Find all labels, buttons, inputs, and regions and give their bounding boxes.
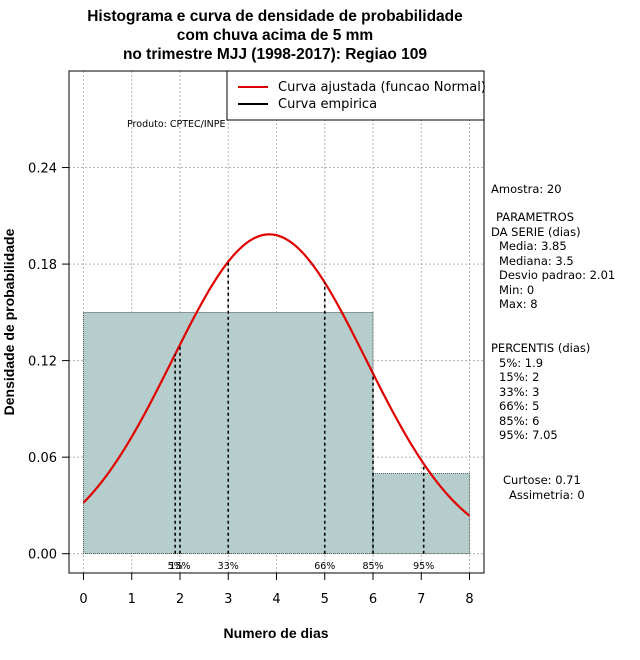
chart-title-line-2: com chuva acima de 5 mm [177,27,373,44]
percentile-label-6: 95% [413,561,434,572]
sample-size: Amostra: 20 [491,182,562,196]
x-axis-title: Numero de dias [223,625,328,641]
y-axis: 0.00 0.06 0.12 0.18 0.24 [28,162,70,563]
x-tick-label: 1 [128,592,136,607]
credit-text: Produto: CPTEC/INPE [127,119,226,130]
x-tick-label: 5 [321,592,329,607]
skewness: Assimetria: 0 [509,488,585,502]
param-max: Max: 8 [499,297,538,311]
y-tick-label: 0.24 [28,162,57,177]
y-tick-label: 0.06 [28,451,57,466]
percentil-66: 66%: 5 [499,399,539,413]
param-median: Mediana: 3.5 [499,254,574,268]
x-tick-label: 3 [224,592,232,607]
percentis-heading: PERCENTIS (dias) [491,341,590,355]
percentile-lines: 5%15% 33% 66% 85% 95% [168,261,434,572]
normal-fit-curve [82,233,471,517]
params-heading-2: DA SERIE (dias) [491,225,581,239]
y-tick-label: 0.12 [28,355,57,370]
percentile-label-1: 5% [168,561,183,572]
percentil-33: 33%: 3 [499,385,539,399]
x-tick-label: 7 [417,592,425,607]
percentile-label-2: 15% [169,561,190,572]
x-axis: 0 1 2 3 4 5 6 7 8 [79,572,474,607]
kurtosis: Curtose: 0.71 [503,473,581,487]
percentil-15: 15%: 2 [499,370,539,384]
histogram-bar-2 [372,472,470,554]
percentile-label-3: 33% [218,561,239,572]
chart-title-line-1: Histograma e curva de densidade de proba… [87,8,463,25]
histogram-bars [83,312,470,554]
legend-box [226,70,485,121]
percentil-95: 95%: 7.05 [499,428,558,442]
stats-panel: Amostra: 20 PARAMETROS DA SERIE (dias) M… [491,182,615,502]
params-heading-1: PARAMETROS [496,210,574,224]
x-tick-label: 8 [465,592,473,607]
x-tick-label: 0 [79,592,87,607]
param-sd: Desvio padrao: 2.01 [499,268,615,282]
chart-title-line-3: no trimestre MJJ (1998-2017): Regiao 109 [123,46,427,63]
x-tick-label: 2 [176,592,184,607]
param-min: Min: 0 [499,283,534,297]
param-mean: Media: 3.85 [499,239,567,253]
percentil-5: 5%: 1.9 [499,356,543,370]
x-tick-label: 6 [369,592,377,607]
percentil-85: 85%: 6 [499,414,539,428]
x-tick-label: 4 [272,592,280,607]
legend: Curva ajustada (funcao Normal) Curva emp… [226,70,486,121]
percentile-label-4: 66% [314,561,335,572]
legend-label-normal: Curva ajustada (funcao Normal) [278,80,486,95]
legend-label-empirical: Curva empirica [278,97,377,112]
normal-curve [82,233,471,517]
percentile-label-5: 85% [362,561,383,572]
y-tick-label: 0.18 [28,258,57,273]
y-axis-title: Densidade de probabilidade [1,228,17,415]
y-tick-label: 0.00 [28,548,57,563]
